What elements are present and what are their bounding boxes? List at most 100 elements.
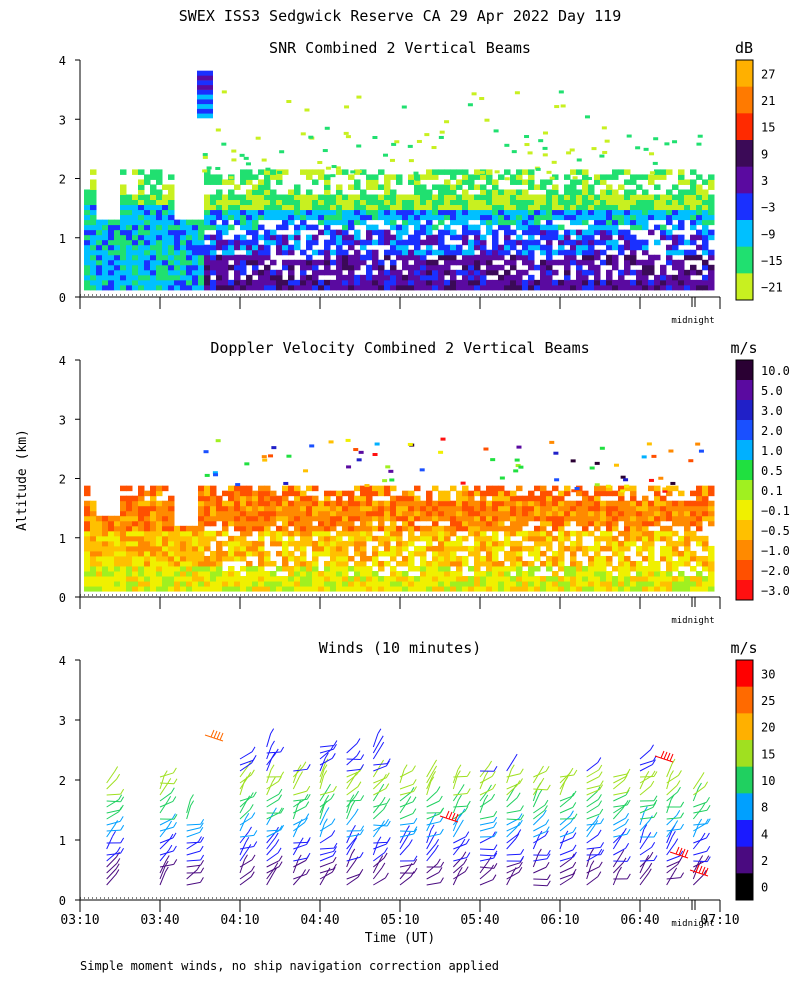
snr-cell: [510, 280, 517, 286]
colorbar-tick-label: −0.5: [761, 524, 790, 538]
doppler-cell: [342, 526, 349, 532]
snr-cell: [348, 184, 355, 190]
snr-cell: [678, 169, 685, 175]
doppler-cell: [456, 561, 463, 567]
doppler-cell: [690, 566, 697, 572]
doppler-cell: [582, 526, 589, 532]
snr-cell: [294, 225, 301, 231]
snr-cell: [684, 195, 691, 201]
snr-cell: [276, 285, 283, 291]
snr-cell: [396, 240, 403, 246]
doppler-cell: [444, 541, 451, 547]
snr-cell: [594, 285, 601, 291]
doppler-cell: [522, 511, 529, 517]
doppler-cell: [286, 455, 291, 458]
doppler-cell: [450, 556, 457, 562]
wind-barb-flag: [465, 867, 468, 872]
snr-cell: [396, 174, 403, 180]
doppler-cell: [246, 511, 253, 517]
snr-cell: [528, 240, 535, 246]
snr-cell: [630, 285, 637, 291]
snr-cell: [690, 179, 697, 185]
snr-cell: [324, 200, 331, 206]
snr-cell: [354, 195, 361, 201]
doppler-cell: [528, 586, 535, 592]
doppler-cell: [240, 551, 247, 557]
doppler-cell: [384, 501, 391, 507]
snr-cell: [342, 260, 349, 266]
snr-cell: [222, 245, 229, 251]
snr-cell: [108, 270, 115, 276]
wind-barb: [587, 867, 600, 873]
snr-cell: [432, 240, 439, 246]
doppler-cell: [612, 586, 619, 592]
doppler-cell: [360, 496, 367, 502]
doppler-cell: [480, 516, 487, 522]
snr-cell: [540, 225, 547, 231]
snr-cell: [642, 260, 649, 266]
snr-cell: [552, 260, 559, 266]
colorbar-swatch: [736, 820, 753, 847]
doppler-cell: [450, 541, 457, 547]
snr-cell: [372, 275, 379, 281]
doppler-cell: [498, 561, 505, 567]
doppler-cell: [186, 571, 193, 577]
snr-cell: [360, 255, 367, 261]
doppler-cell: [594, 561, 601, 567]
snr-cell: [624, 169, 631, 175]
snr-cell: [300, 280, 307, 286]
snr-cell: [383, 154, 388, 157]
snr-cell: [636, 270, 643, 276]
snr-cell: [660, 225, 667, 231]
doppler-cell: [480, 581, 487, 587]
doppler-cell: [684, 586, 691, 592]
colorbar-tick-label: −1.0: [761, 544, 790, 558]
snr-cell: [366, 235, 373, 241]
doppler-cell: [276, 496, 283, 502]
wind-barb: [640, 830, 644, 843]
doppler-cell: [426, 586, 433, 592]
snr-cell: [348, 260, 355, 266]
snr-cell: [342, 255, 349, 261]
snr-cell: [96, 225, 103, 231]
doppler-cell: [114, 516, 121, 522]
doppler-cell: [702, 566, 709, 572]
snr-cell: [552, 205, 559, 211]
snr-cell: [660, 270, 667, 276]
wind-barb-flag: [596, 815, 599, 820]
doppler-cell: [492, 581, 499, 587]
doppler-cell: [342, 516, 349, 522]
doppler-cell: [150, 531, 157, 537]
doppler-cell: [588, 581, 595, 587]
wind-barb-flag: [707, 805, 710, 810]
doppler-cell: [120, 486, 127, 492]
doppler-cell: [696, 511, 703, 517]
wind-barb-flag: [271, 765, 274, 770]
doppler-cell: [624, 576, 631, 582]
doppler-cell: [534, 526, 541, 532]
snr-cell: [444, 200, 451, 206]
snr-cell: [312, 265, 319, 271]
doppler-cell: [120, 551, 127, 557]
doppler-cell: [246, 571, 253, 577]
doppler-cell: [354, 546, 361, 552]
doppler-cell: [84, 541, 91, 547]
snr-cell: [84, 205, 91, 211]
doppler-cell: [156, 486, 163, 492]
doppler-cell: [294, 531, 301, 537]
snr-cell: [498, 285, 505, 291]
doppler-cell: [300, 551, 307, 557]
colorbar-tick-label: 0.5: [761, 464, 783, 478]
snr-cell: [708, 275, 715, 281]
doppler-cell: [654, 496, 661, 502]
snr-cell: [144, 240, 151, 246]
snr-cell: [210, 220, 217, 226]
doppler-cell: [300, 536, 307, 542]
snr-cell: [336, 230, 343, 236]
snr-cell: [678, 285, 685, 291]
snr-cell: [270, 215, 277, 221]
doppler-cell: [276, 536, 283, 542]
snr-cell: [456, 210, 463, 216]
wind-barb-flag: [378, 729, 381, 734]
snr-cell: [426, 215, 433, 221]
